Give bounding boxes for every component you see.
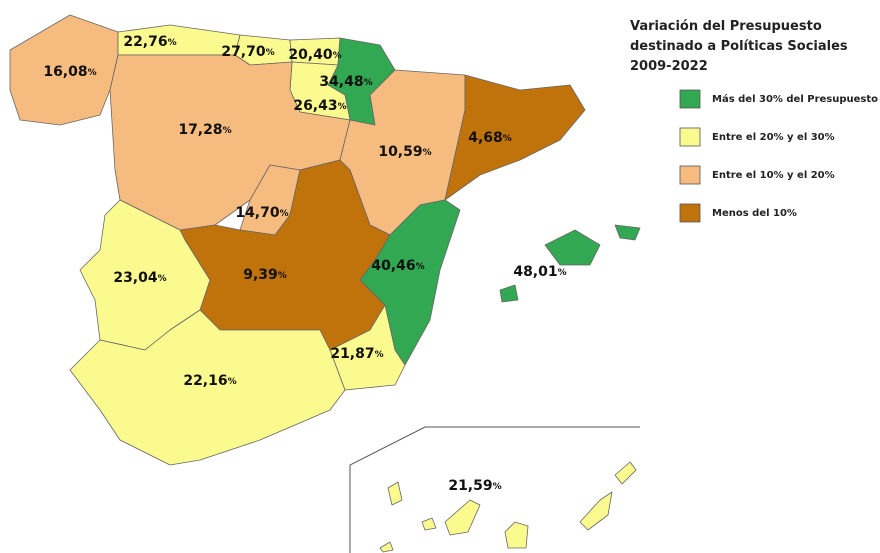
region-shape: [614, 224, 641, 241]
region-shape: [544, 229, 601, 266]
region-unit: %: [558, 268, 567, 278]
region-label: 26,43%: [293, 98, 346, 114]
region-shape: [69, 309, 346, 466]
region-value: 16,08: [43, 64, 87, 80]
region-shape: [444, 74, 586, 201]
region-shape: [579, 491, 613, 531]
region-value: 20,40: [288, 47, 333, 63]
region-value: 23,04: [113, 270, 158, 286]
region-shape: [329, 304, 406, 391]
legend-label: Más del 30% del Presupuesto: [712, 93, 878, 105]
region-shape: [421, 517, 437, 531]
legend-swatch: [679, 127, 701, 147]
region-unit: %: [278, 271, 287, 281]
legend-label: Entre el 10% y el 20%: [712, 170, 835, 181]
region-unit: %: [416, 262, 425, 272]
region-value: 48,01: [513, 264, 557, 280]
legend-swatch: [679, 165, 701, 185]
region-value: 14,70: [235, 205, 280, 221]
region-value: 34,48: [319, 74, 363, 90]
region-unit: %: [158, 274, 167, 284]
region-label: 9,39%: [243, 267, 287, 283]
region-label: 22,16%: [183, 373, 236, 389]
region-label: 17,28%: [178, 122, 231, 138]
region-value: 21,87: [330, 346, 374, 362]
region-unit: %: [423, 148, 432, 158]
region-value: 22,76: [123, 34, 167, 50]
region-label: 20,40%: [288, 47, 341, 63]
region-value: 40,46: [371, 258, 415, 274]
region-unit: %: [503, 134, 512, 144]
legend: Más del 30% del Presupuesto Entre el 20% …: [679, 89, 878, 223]
region-unit: %: [375, 350, 384, 360]
region-value: 26,43: [293, 98, 337, 114]
region-value: 27,70: [221, 44, 266, 60]
region-shape: [499, 284, 519, 303]
region-shape: [379, 541, 394, 553]
region-label: 4,68%: [468, 130, 512, 146]
region-shape: [9, 14, 119, 126]
legend-swatch: [679, 89, 701, 109]
region-value: 17,28: [178, 122, 222, 138]
region-label: 34,48%: [319, 74, 372, 90]
legend-subtitle: 2009-2022: [630, 59, 708, 74]
legend-title: Variación del Presupuesto: [630, 19, 822, 34]
region-label: 48,01%: [513, 264, 566, 280]
region-label: 40,46%: [371, 258, 424, 274]
region-label: 23,04%: [113, 270, 166, 286]
legend-swatch: [679, 203, 701, 223]
region-unit: %: [168, 38, 177, 48]
region-label: 21,59%: [448, 478, 501, 494]
legend-label: Menos del 10%: [712, 208, 797, 219]
region-value: 22,16: [183, 373, 227, 389]
region-label: 16,08%: [43, 64, 96, 80]
canarias-frame: [349, 426, 640, 553]
region-unit: %: [280, 209, 289, 219]
region-unit: %: [338, 102, 347, 112]
region-shape: [504, 521, 529, 549]
region-label: 10,59%: [378, 144, 431, 160]
regions: [9, 14, 641, 553]
region-label: 22,76%: [123, 34, 176, 50]
region-label: 14,70%: [235, 205, 288, 221]
region-unit: %: [266, 48, 275, 58]
region-unit: %: [493, 482, 502, 492]
region-unit: %: [88, 68, 97, 78]
region-value: 9,39: [243, 267, 278, 283]
legend-label: Entre el 20% y el 30%: [712, 132, 835, 143]
region-label: 27,70%: [221, 44, 274, 60]
region-value: 10,59: [378, 144, 422, 160]
region-shape: [387, 481, 403, 506]
region-unit: %: [364, 78, 373, 88]
region-shape: [614, 461, 637, 485]
region-label: 21,87%: [330, 346, 383, 362]
region-value: 21,59: [448, 478, 492, 494]
legend-title: destinado a Políticas Sociales: [630, 39, 848, 54]
region-shape: [444, 499, 481, 536]
region-unit: %: [228, 377, 237, 387]
region-labels: 16,08%22,76%27,70% 20,40%34,48%26,43%17,2…: [43, 34, 566, 494]
region-unit: %: [333, 51, 342, 61]
region-unit: %: [223, 126, 232, 136]
region-value: 4,68: [468, 130, 503, 146]
